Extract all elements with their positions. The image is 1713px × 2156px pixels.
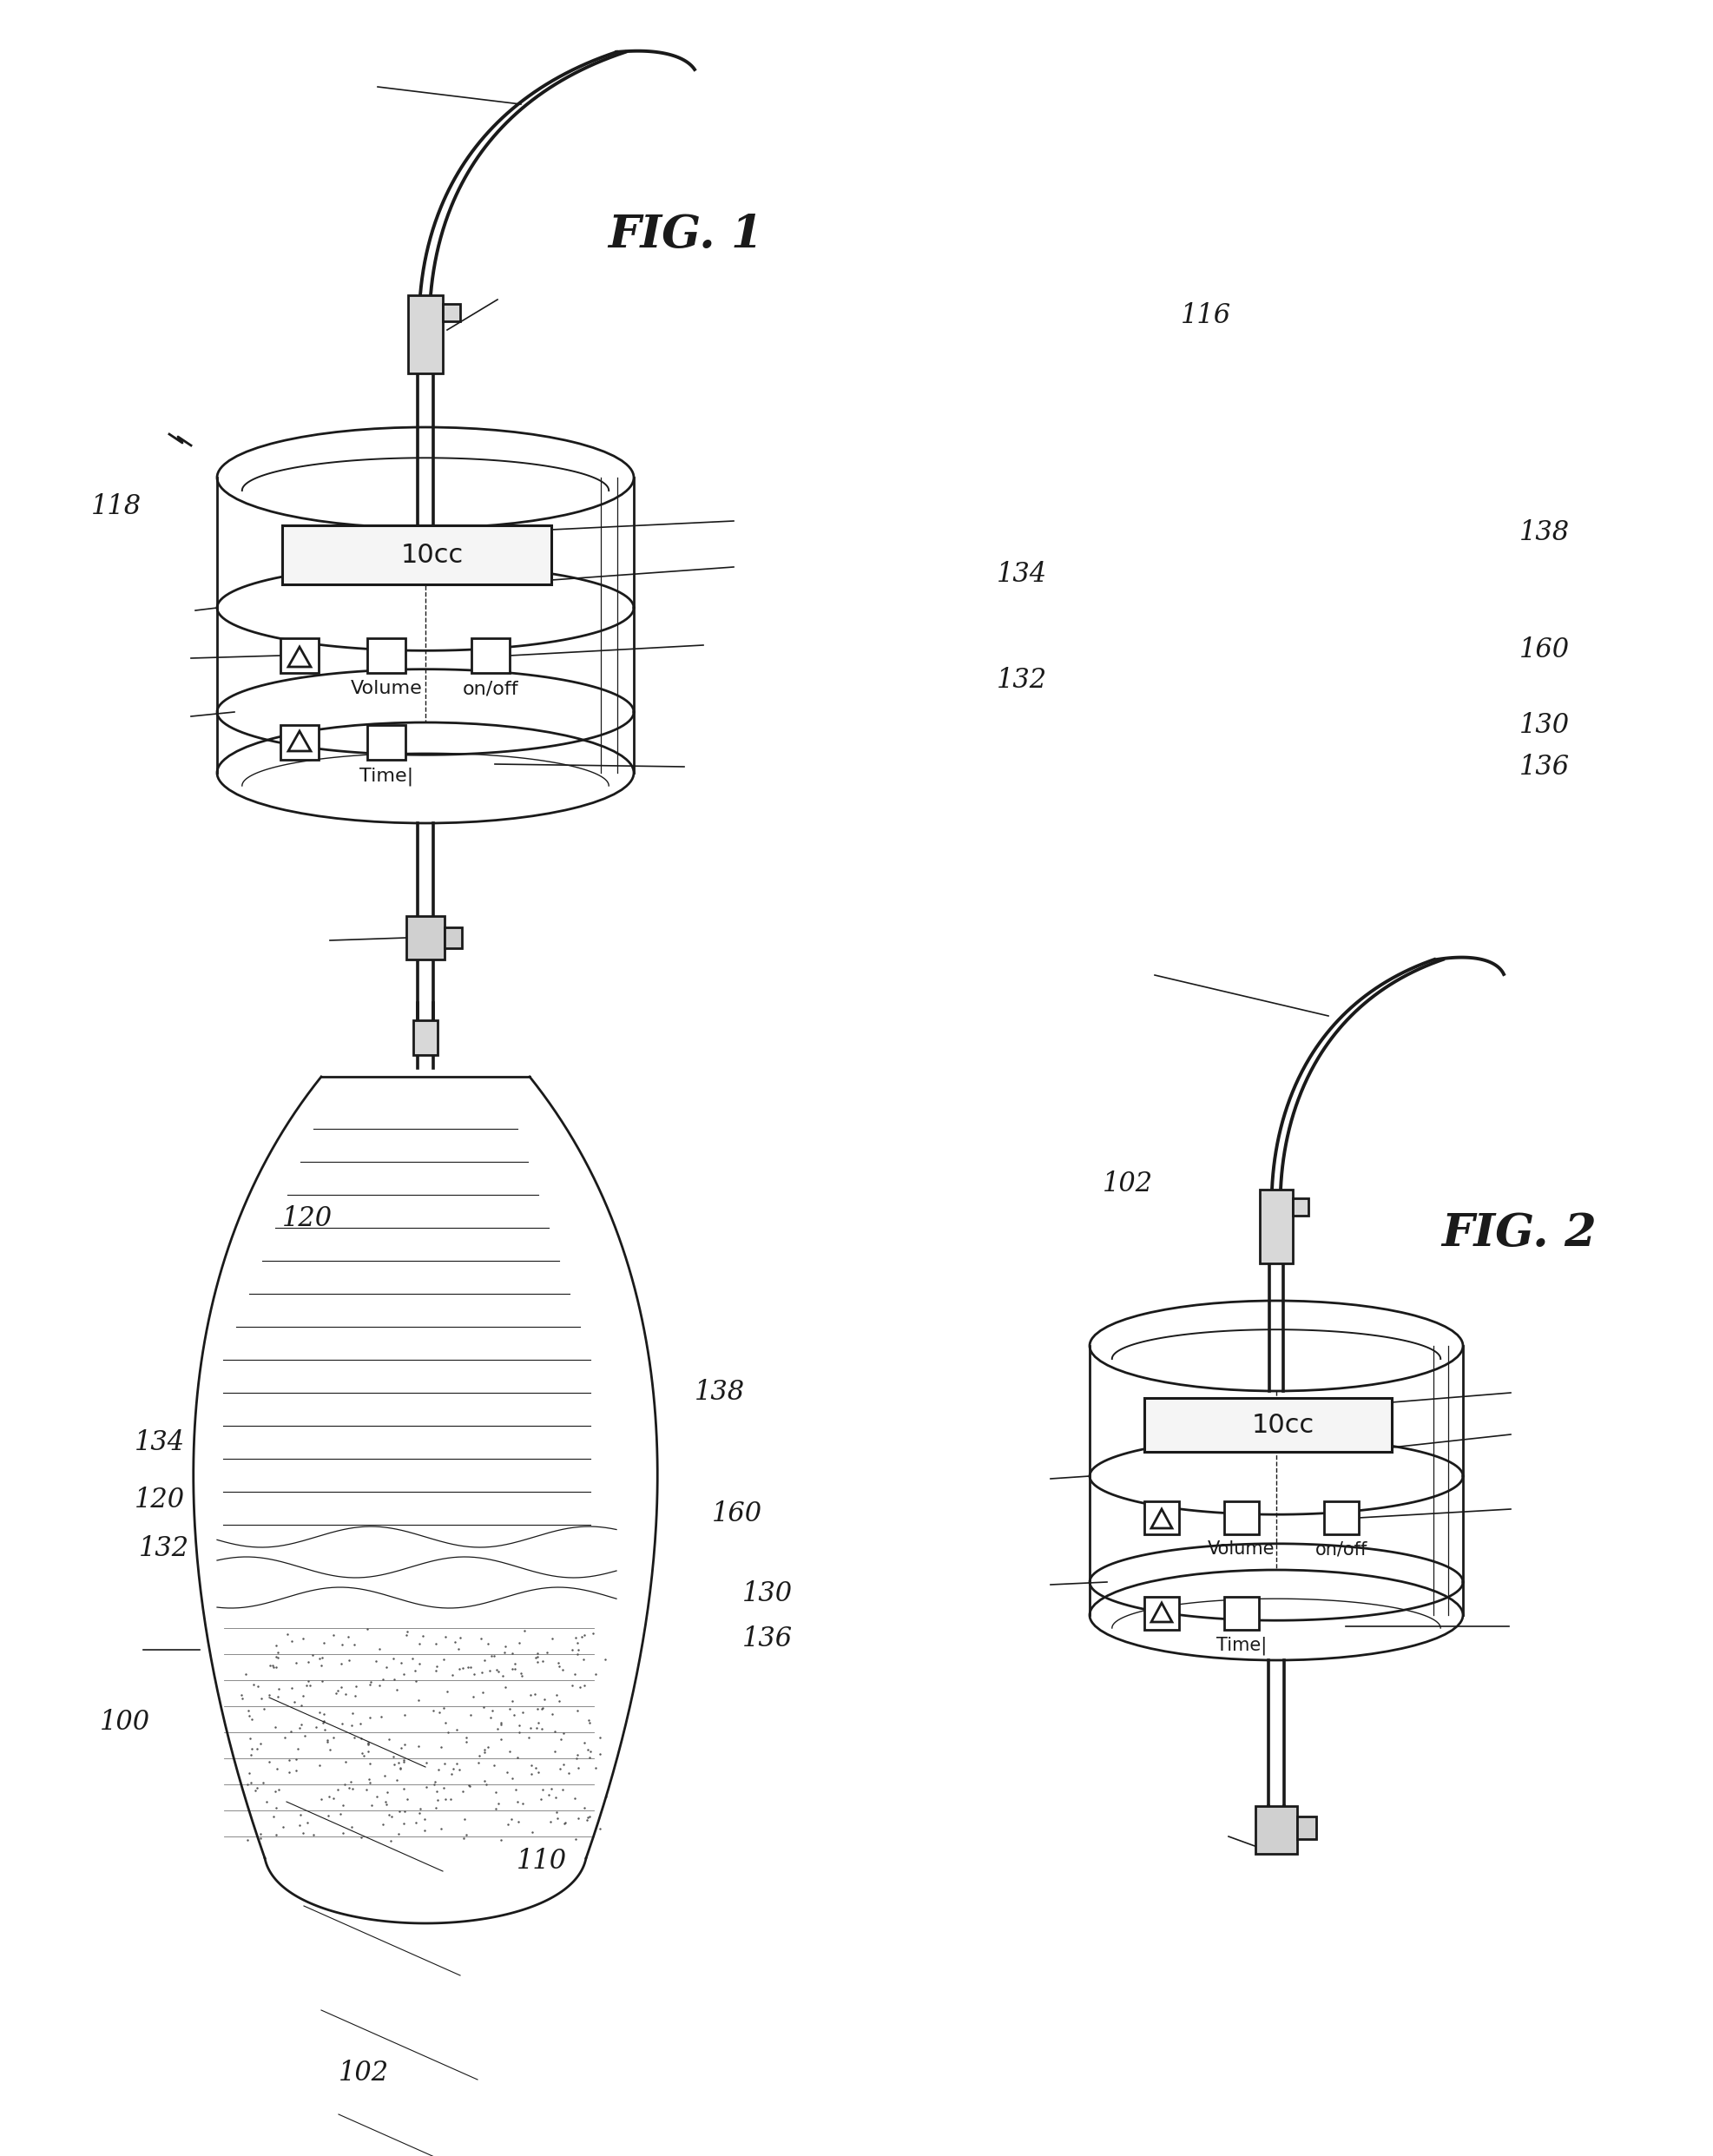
Text: 138: 138	[1519, 520, 1569, 545]
Text: 116: 116	[1180, 302, 1230, 328]
Text: 10cc: 10cc	[1250, 1412, 1314, 1438]
Bar	[281, 638, 319, 673]
Bar	[1223, 1501, 1259, 1535]
Text: 102: 102	[1101, 1171, 1153, 1197]
Text: Time|: Time|	[1216, 1636, 1266, 1654]
Text: Time|: Time|	[360, 768, 413, 785]
Bar	[406, 916, 444, 959]
Bar	[442, 304, 459, 321]
Text: FIG. 1: FIG. 1	[608, 211, 762, 257]
Bar	[283, 526, 552, 584]
Text: Volume: Volume	[1208, 1539, 1274, 1559]
Text: 138: 138	[694, 1378, 745, 1406]
Text: 118: 118	[91, 494, 142, 520]
Bar	[471, 638, 509, 673]
Bar	[1223, 1598, 1259, 1630]
Text: 120: 120	[283, 1205, 332, 1231]
Bar	[1256, 1807, 1297, 1854]
Text: 100: 100	[99, 1708, 151, 1736]
Text: 134: 134	[135, 1429, 185, 1455]
Bar	[1259, 1190, 1292, 1263]
Text: 136: 136	[1519, 752, 1569, 780]
Text: 134: 134	[997, 561, 1047, 586]
Text: 120: 120	[135, 1488, 185, 1514]
Bar	[408, 295, 442, 373]
Text: 130: 130	[742, 1580, 793, 1606]
Text: 110: 110	[516, 1848, 567, 1874]
Text: 130: 130	[1519, 711, 1569, 740]
Bar	[1144, 1598, 1179, 1630]
Bar	[1292, 1199, 1307, 1216]
Bar	[1297, 1818, 1316, 1839]
Bar	[444, 927, 463, 949]
Bar	[367, 724, 406, 759]
Text: 136: 136	[742, 1626, 793, 1654]
Text: on/off: on/off	[1314, 1539, 1367, 1559]
Text: 10cc: 10cc	[401, 543, 464, 567]
Text: 132: 132	[997, 666, 1047, 694]
Text: 132: 132	[139, 1535, 188, 1561]
Bar	[1324, 1501, 1358, 1535]
Bar	[281, 724, 319, 759]
Text: 160: 160	[711, 1501, 762, 1526]
Bar	[1144, 1397, 1391, 1451]
Bar	[367, 638, 406, 673]
Text: FIG. 2: FIG. 2	[1441, 1212, 1595, 1255]
Bar	[1144, 1501, 1179, 1535]
Text: 102: 102	[339, 2059, 389, 2087]
Text: on/off: on/off	[463, 679, 519, 696]
Bar	[413, 1020, 437, 1054]
Text: Volume: Volume	[349, 679, 421, 696]
Text: 160: 160	[1519, 636, 1569, 662]
